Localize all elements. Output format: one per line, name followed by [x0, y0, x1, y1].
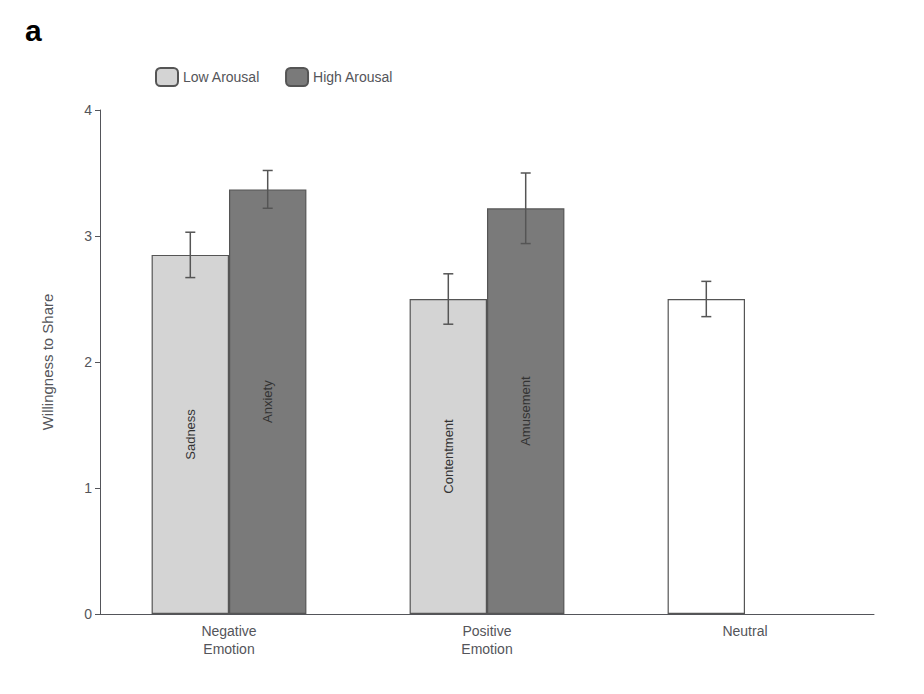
svg-text:Negative: Negative: [201, 623, 256, 639]
svg-text:1: 1: [84, 480, 92, 496]
svg-text:Neutral: Neutral: [722, 623, 767, 639]
svg-text:Low Arousal: Low Arousal: [183, 69, 259, 85]
svg-text:Willingness to Share: Willingness to Share: [39, 294, 56, 431]
svg-text:Emotion: Emotion: [203, 641, 254, 657]
svg-text:Sadness: Sadness: [183, 409, 198, 460]
svg-text:Contentment: Contentment: [441, 419, 456, 494]
svg-text:3: 3: [84, 228, 92, 244]
svg-text:Emotion: Emotion: [461, 641, 512, 657]
svg-text:Amusement: Amusement: [518, 376, 533, 446]
svg-text:2: 2: [84, 354, 92, 370]
svg-text:4: 4: [84, 102, 92, 118]
svg-text:High Arousal: High Arousal: [313, 69, 392, 85]
svg-text:Positive: Positive: [462, 623, 511, 639]
svg-text:a: a: [25, 14, 42, 47]
svg-text:Anxiety: Anxiety: [260, 380, 275, 423]
svg-text:0: 0: [84, 606, 92, 622]
